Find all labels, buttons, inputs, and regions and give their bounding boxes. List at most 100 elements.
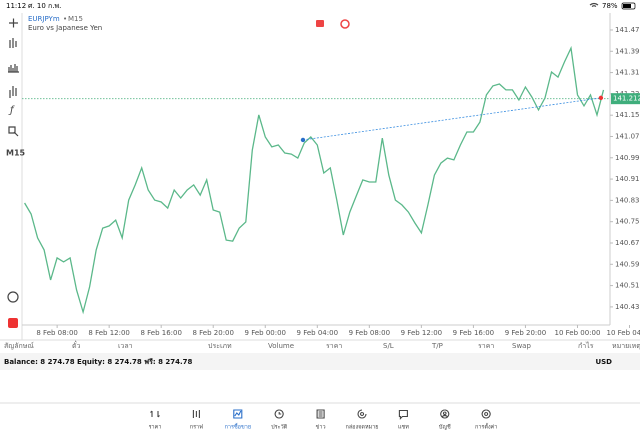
- nav-icon: [440, 409, 450, 419]
- nav-icon: [192, 410, 200, 418]
- trend-end[interactable]: [598, 95, 604, 101]
- x-tick-label: 8 Feb 12:00: [88, 329, 129, 337]
- status-battery: 78%: [602, 2, 618, 10]
- plot: 141.470141.390141.310141.230141.150141.0…: [22, 26, 640, 337]
- objects-tool[interactable]: [9, 86, 17, 98]
- nav-icon: [316, 409, 325, 419]
- nav-icon: [398, 409, 408, 420]
- x-tick-label: 9 Feb 08:00: [349, 329, 390, 337]
- chart-separator: •: [63, 15, 67, 23]
- nav-icon: [481, 409, 491, 419]
- column-header: หมายเหตุ: [612, 342, 640, 350]
- balance-currency: USD: [595, 358, 612, 366]
- column-header: สัญลักษณ์: [4, 342, 34, 350]
- x-tick-label: 9 Feb 04:00: [297, 329, 338, 337]
- column-header: เวลา: [118, 342, 133, 350]
- nav-item[interactable]: กราฟ: [190, 410, 203, 431]
- nav-item[interactable]: การซื้อขาย: [225, 409, 251, 431]
- battery-level: [623, 4, 631, 8]
- column-header: ตั๋ว: [72, 341, 81, 350]
- column-header: S/L: [383, 342, 394, 350]
- nav-item[interactable]: ข่าว: [316, 409, 326, 431]
- crosshair-tool[interactable]: [9, 18, 18, 28]
- x-tick-label: 9 Feb 16:00: [453, 329, 494, 337]
- y-tick-label: 141.310: [615, 69, 640, 77]
- x-tick-label: 10 Feb 00:00: [555, 329, 601, 337]
- nav-label: บัญชี: [439, 424, 451, 431]
- nav-label: ประวัติ: [271, 424, 287, 431]
- left-toolbar: ƒ M15: [6, 18, 26, 328]
- nav-item[interactable]: กล่องจดหมาย: [345, 409, 379, 431]
- y-tick-label: 140.670: [615, 239, 640, 247]
- nav-item[interactable]: ราคา: [149, 410, 162, 431]
- nav-label: กราฟ: [190, 424, 203, 431]
- price-line: [24, 45, 605, 315]
- chart-subtitle: Euro vs Japanese Yen: [28, 24, 102, 32]
- y-tick-label: 140.910: [615, 175, 640, 183]
- current-price-box: [611, 93, 640, 105]
- nav-item[interactable]: แชท: [398, 409, 409, 431]
- trend-start[interactable]: [300, 137, 306, 143]
- nav-label: ข่าว: [316, 425, 326, 431]
- column-header: Volume: [268, 342, 294, 350]
- y-tick-label: 140.990: [615, 154, 640, 162]
- nav-label: การตั้งค่า: [475, 423, 497, 431]
- trade-icon[interactable]: [316, 20, 324, 27]
- column-header: กำไร: [578, 341, 594, 350]
- table-header: สัญลักษณ์ ตั๋ว เวลา ประเภท Volume ราคา S/L T/P ร…: [4, 341, 640, 350]
- search-tool[interactable]: [8, 126, 19, 137]
- y-tick-label: 141.070: [615, 132, 640, 140]
- column-header: T/P: [431, 342, 443, 350]
- function-tool[interactable]: ƒ: [8, 105, 15, 116]
- x-tick-label: 9 Feb 00:00: [245, 329, 286, 337]
- column-header: ราคา: [326, 342, 342, 350]
- status-date: ศ. 10 ก.พ.: [28, 2, 61, 10]
- column-header: Swap: [512, 342, 531, 350]
- y-tick-label: 140.430: [615, 303, 640, 311]
- chart-type-tool[interactable]: [9, 38, 17, 48]
- timeframe-button[interactable]: M15: [6, 149, 26, 158]
- nav-label: การซื้อขาย: [225, 423, 251, 431]
- battery-icon: [621, 2, 636, 10]
- y-tick-label: 140.830: [615, 196, 640, 204]
- nav-item[interactable]: ประวัติ: [271, 409, 288, 431]
- nav-label: ราคา: [149, 425, 162, 431]
- x-tick-label: 9 Feb 20:00: [505, 329, 546, 337]
- nav-item[interactable]: บัญชี: [439, 409, 451, 431]
- x-tick-label: 8 Feb 08:00: [36, 329, 77, 337]
- current-price-label: 141.212: [613, 95, 640, 103]
- balance-row: [0, 353, 640, 370]
- y-tick-label: 141.390: [615, 47, 640, 55]
- nav-icon: [274, 409, 284, 419]
- chart-symbol: EURJPYm: [28, 15, 60, 23]
- indicators-tool[interactable]: [8, 64, 19, 73]
- bottom-nav: ราคา กราฟ การซื้อขาย ประวัติ ข่าว กล่องจดหมาย…: [149, 409, 497, 431]
- y-tick-label: 140.590: [615, 260, 640, 268]
- nav-item[interactable]: การตั้งค่า: [475, 409, 497, 431]
- nav-icon: [233, 409, 243, 419]
- y-tick-label: 140.750: [615, 218, 640, 226]
- x-tick-label: 10 Feb 04:00: [607, 329, 640, 337]
- y-tick-label: 141.150: [615, 111, 640, 119]
- column-header: ประเภท: [208, 342, 232, 350]
- wifi-icon: [589, 2, 599, 7]
- x-tick-label: 9 Feb 12:00: [401, 329, 442, 337]
- zoom-tool[interactable]: [7, 291, 19, 303]
- status-time: 11:12: [6, 2, 26, 10]
- y-tick-label: 141.470: [615, 26, 640, 34]
- trend-line: [302, 97, 601, 141]
- x-tick-label: 8 Feb 20:00: [192, 329, 233, 337]
- chart-timeframe: M15: [68, 15, 83, 23]
- nav-label: กล่องจดหมาย: [345, 425, 378, 431]
- app-icon[interactable]: [8, 318, 18, 328]
- nav-label: แชท: [398, 424, 409, 431]
- column-header: ราคา: [478, 342, 494, 350]
- nav-icon: [357, 409, 367, 419]
- y-tick-label: 140.510: [615, 282, 640, 290]
- signal-icon[interactable]: [340, 19, 350, 29]
- x-tick-label: 8 Feb 16:00: [140, 329, 181, 337]
- balance-text: Balance: 8 274.78 Equity: 8 274.78 ฟรี: …: [4, 358, 193, 366]
- nav-icon: [150, 410, 160, 418]
